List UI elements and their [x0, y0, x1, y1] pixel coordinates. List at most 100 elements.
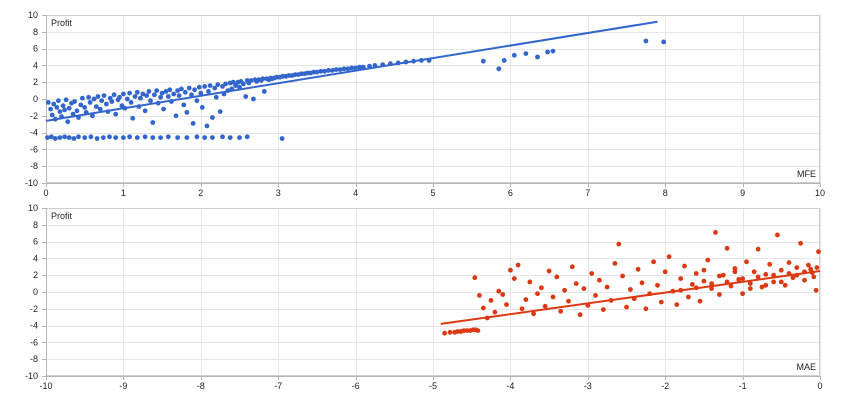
- mfe-point: [243, 94, 249, 99]
- mfe-point: [341, 66, 347, 72]
- mfe-point: [545, 49, 550, 55]
- mfe-point: [175, 88, 181, 93]
- mae-point: [747, 281, 753, 286]
- mfe-x-tick-label: 5: [430, 188, 435, 198]
- mae-x-tick-label: -5: [429, 381, 437, 391]
- mfe-point: [330, 68, 335, 73]
- mae-point: [728, 283, 734, 289]
- mfe-point: [91, 96, 97, 102]
- mfe-point: [173, 113, 179, 119]
- mfe-chart: 10 8 6 4 2 0 -2 -4 -6 -8 -10 0 1 2 3 4 5 6 7 8 9 10 Profit MFE: [25, 10, 825, 198]
- mae-point: [732, 266, 738, 271]
- mfe-x-tick-label: 6: [508, 188, 513, 198]
- mae-point: [600, 307, 606, 312]
- mae-x-tick-label: -6: [352, 381, 360, 391]
- mae-point: [771, 279, 776, 285]
- mae-point: [720, 272, 726, 278]
- mae-point: [488, 298, 494, 303]
- mae-point: [701, 278, 707, 284]
- mfe-point: [113, 135, 119, 141]
- mfe-x-tick-label: 4: [353, 188, 358, 198]
- mae-point: [705, 257, 711, 263]
- mfe-point: [62, 107, 67, 113]
- mfe-point: [121, 135, 126, 141]
- mae-point: [798, 240, 803, 246]
- mfe-point: [146, 89, 152, 94]
- mfe-point: [171, 91, 177, 97]
- mfe-point: [233, 83, 239, 88]
- mfe-point: [86, 94, 91, 100]
- mfe-point: [248, 78, 254, 83]
- mfe-point: [60, 103, 66, 109]
- mfe-point: [337, 67, 343, 72]
- mae-point: [693, 271, 699, 276]
- mae-point: [519, 306, 525, 312]
- mfe-point: [186, 85, 192, 91]
- mae-point: [709, 281, 714, 286]
- mae-point: [689, 282, 695, 287]
- mae-point: [778, 267, 784, 273]
- mae-y-tick-label: -8: [30, 354, 38, 364]
- mae-point: [717, 273, 722, 279]
- mfe-point: [99, 98, 105, 104]
- mfe-point: [124, 96, 130, 102]
- mae-point: [527, 279, 533, 285]
- mae-x-tick-label: -9: [119, 381, 127, 391]
- mfe-point: [113, 111, 119, 117]
- mae-y-tick-label: -2: [30, 304, 38, 314]
- mae-point: [802, 277, 807, 283]
- mfe-point: [127, 90, 132, 96]
- mae-point: [747, 286, 753, 291]
- mfe-x-tick-label: 3: [276, 188, 281, 198]
- mfe-point: [192, 87, 198, 93]
- mfe-point: [318, 68, 324, 74]
- mfe-point: [66, 105, 72, 111]
- mae-x-tick-label: -2: [661, 381, 669, 391]
- mfe-point: [117, 94, 122, 100]
- mfe-point: [184, 110, 190, 115]
- mfe-point: [76, 134, 81, 140]
- mfe-point: [163, 89, 169, 94]
- mfe-point: [215, 82, 221, 88]
- mfe-point: [127, 134, 132, 140]
- mae-point: [755, 246, 761, 252]
- mae-point: [504, 302, 509, 307]
- mae-y-tick-label: -4: [30, 321, 38, 331]
- mae-y-tick-label: 4: [33, 253, 38, 263]
- mfe-point: [138, 95, 143, 101]
- mfe-point: [148, 98, 153, 104]
- mfe-y-tick-label: -4: [30, 128, 38, 138]
- mfe-x-tick-label: 1: [121, 188, 126, 198]
- mfe-point: [49, 134, 54, 140]
- mae-point: [755, 274, 761, 280]
- mfe-point: [210, 135, 215, 141]
- mfe-point: [227, 135, 233, 141]
- mae-point: [732, 269, 738, 275]
- mfe-ylabel: Profit: [51, 18, 73, 28]
- mae-point: [624, 304, 629, 310]
- mfe-point: [501, 58, 507, 63]
- mae-point: [477, 293, 482, 298]
- mae-x-tick-label: -3: [584, 381, 592, 391]
- mae-point: [539, 285, 544, 291]
- mae-point: [814, 265, 820, 270]
- mae-point: [589, 271, 595, 276]
- mae-point: [674, 302, 680, 307]
- mae-y-tick-label: 2: [33, 270, 38, 280]
- mfe-point: [260, 76, 266, 82]
- mae-x-tick-label: -7: [274, 381, 282, 391]
- mae-y-tick-label: 8: [33, 220, 38, 230]
- mfe-point: [95, 94, 101, 99]
- mae-point: [736, 277, 742, 282]
- mae-point: [811, 274, 817, 280]
- mfe-point: [161, 106, 167, 112]
- mae-xlabel: MAE: [796, 362, 816, 372]
- mae-point: [662, 269, 668, 275]
- mfe-point: [480, 58, 486, 64]
- mae-point: [620, 273, 625, 279]
- mae-point: [542, 303, 548, 309]
- mfe-point: [223, 81, 229, 87]
- mfe-point: [251, 96, 256, 102]
- mfe-point: [333, 67, 339, 72]
